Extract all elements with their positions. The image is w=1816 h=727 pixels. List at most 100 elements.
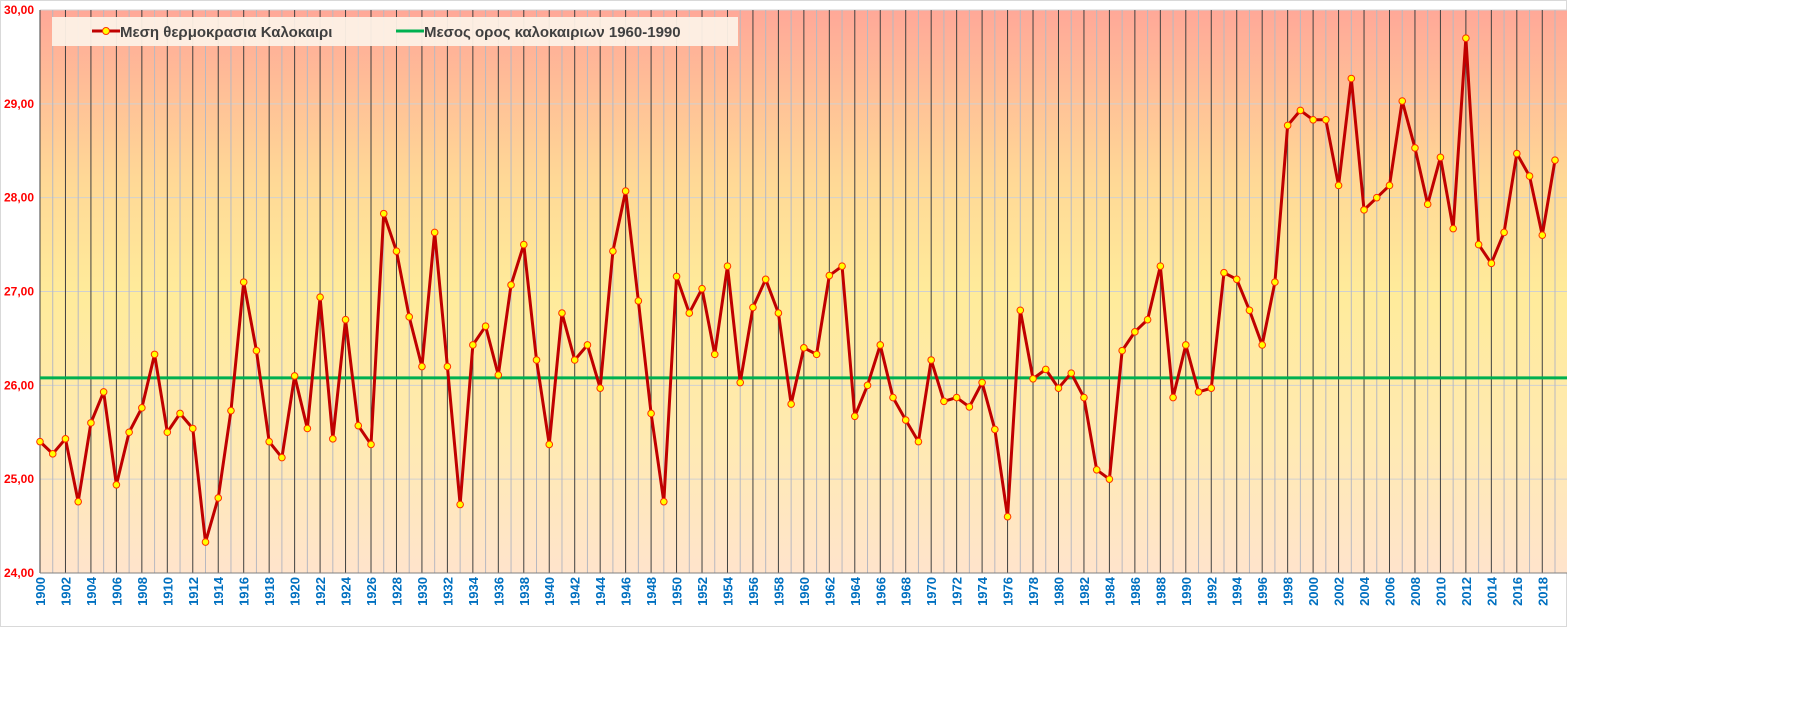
- data-point: [532, 356, 541, 364]
- data-point: [87, 419, 95, 427]
- data-point: [150, 350, 159, 359]
- data-point: [978, 378, 986, 387]
- data-point: [825, 271, 834, 280]
- data-point: [290, 372, 299, 380]
- data-point: [519, 240, 528, 249]
- data-point: [774, 309, 783, 317]
- data-point: [1232, 275, 1241, 284]
- data-point: [621, 187, 630, 195]
- x-tick-label: 1964: [848, 576, 863, 606]
- x-tick-label: 1966: [873, 577, 888, 606]
- data-point: [481, 322, 490, 331]
- data-point: [1525, 172, 1534, 180]
- data-point: [1436, 153, 1445, 162]
- data-point: [1500, 228, 1508, 237]
- x-tick-label: 1908: [135, 577, 150, 606]
- data-point: [710, 350, 719, 359]
- data-point: [316, 293, 324, 301]
- x-tick-label: 1922: [313, 577, 328, 606]
- x-tick-label: 1910: [160, 577, 175, 606]
- data-point: [1372, 193, 1381, 202]
- x-tick-label: 1940: [542, 577, 557, 606]
- x-tick-label: 1932: [440, 577, 455, 606]
- data-point: [736, 378, 745, 387]
- data-point: [99, 388, 108, 396]
- x-tick-label: 2010: [1433, 577, 1448, 606]
- x-tick-label: 2012: [1459, 577, 1474, 606]
- x-tick-label: 1938: [517, 577, 532, 606]
- x-tick-label: 1956: [746, 577, 761, 606]
- y-tick-label: 26,00: [4, 378, 34, 392]
- data-point: [1105, 475, 1114, 483]
- data-point: [456, 500, 464, 509]
- data-point: [1385, 181, 1394, 190]
- data-point: [367, 440, 375, 449]
- data-point: [1271, 278, 1279, 286]
- data-point: [583, 341, 592, 349]
- x-tick-label: 1944: [593, 576, 608, 606]
- x-tick-label: 1900: [33, 577, 48, 606]
- data-point: [965, 403, 974, 411]
- x-tick-label: 1984: [1102, 576, 1117, 606]
- x-tick-label: 1902: [58, 577, 73, 606]
- data-point: [1398, 97, 1407, 105]
- data-point: [1347, 74, 1356, 83]
- data-point: [1156, 262, 1165, 270]
- data-point: [698, 284, 706, 293]
- data-point: [214, 494, 223, 502]
- data-point: [889, 393, 897, 402]
- data-point: [36, 437, 44, 446]
- data-point: [863, 381, 872, 390]
- data-point: [1423, 200, 1432, 209]
- x-tick-label: 1936: [491, 577, 506, 606]
- x-tick-label: 1948: [644, 577, 659, 606]
- data-point: [901, 416, 910, 424]
- x-tick-label: 1904: [84, 576, 99, 606]
- x-tick-label: 1994: [1230, 576, 1245, 606]
- data-point: [265, 437, 273, 446]
- data-point: [1449, 224, 1457, 233]
- x-tick-label: 1980: [1051, 577, 1066, 606]
- x-tick-label: 1918: [262, 577, 277, 606]
- data-point: [1169, 393, 1177, 402]
- x-tick-label: 1958: [771, 577, 786, 606]
- data-point: [1092, 465, 1101, 474]
- y-tick-label: 27,00: [4, 285, 34, 299]
- x-tick-label: 1998: [1281, 577, 1296, 606]
- data-point: [1538, 231, 1547, 239]
- data-point: [138, 404, 146, 412]
- data-point: [596, 384, 604, 392]
- y-tick-label: 24,00: [4, 566, 34, 580]
- data-point: [1041, 365, 1050, 374]
- x-tick-label: 1950: [670, 577, 685, 606]
- data-point: [303, 424, 312, 433]
- data-point: [1462, 34, 1470, 42]
- data-point: [876, 341, 885, 349]
- data-point: [469, 341, 477, 349]
- data-point: [800, 344, 808, 352]
- legend-box: [52, 17, 738, 46]
- x-tick-label: 1988: [1153, 577, 1168, 606]
- data-point: [1143, 315, 1152, 324]
- legend-label-mean: Μεσος ορος καλοκαιριων 1960-1990: [424, 24, 681, 41]
- data-point: [1054, 384, 1063, 392]
- x-tick-label: 2004: [1357, 576, 1372, 606]
- data-point: [201, 538, 210, 546]
- data-point: [761, 275, 770, 284]
- data-point: [570, 356, 579, 364]
- data-point: [1016, 306, 1025, 315]
- data-point: [838, 262, 846, 270]
- data-point: [125, 428, 133, 437]
- data-point: [1474, 240, 1483, 249]
- data-point: [430, 228, 439, 237]
- x-tick-label: 1968: [899, 577, 914, 606]
- x-tick-label: 1928: [389, 577, 404, 606]
- legend-label-temperature: Μεση θερμοκρασια Καλοκαιρι: [120, 24, 332, 41]
- data-point: [609, 247, 617, 255]
- data-point: [443, 362, 452, 371]
- x-tick-label: 1934: [466, 576, 481, 606]
- data-point: [1551, 156, 1559, 164]
- data-point: [507, 281, 515, 289]
- y-tick-label: 25,00: [4, 472, 34, 486]
- data-point: [341, 315, 350, 324]
